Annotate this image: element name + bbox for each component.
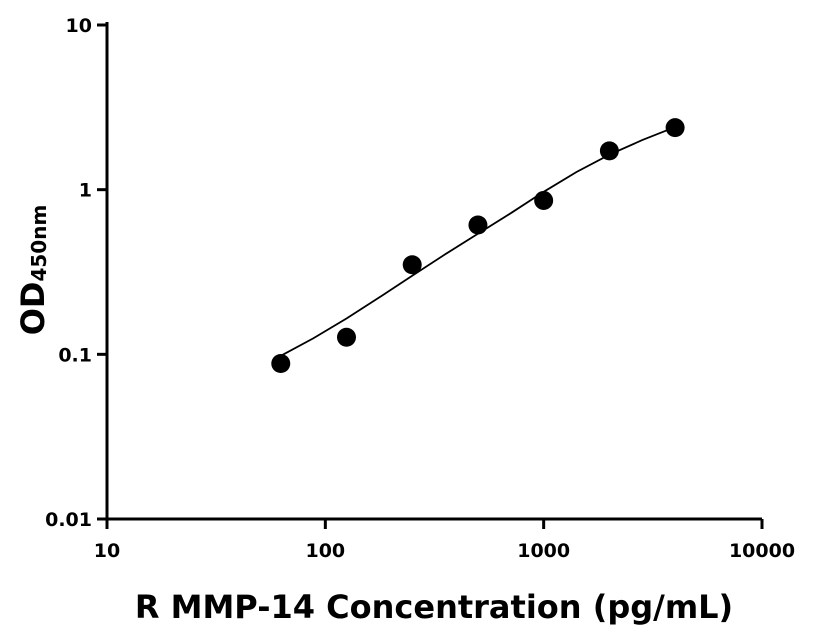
data-point — [271, 353, 291, 373]
y-tick-label: 1 — [79, 180, 92, 202]
tick-labels: 0.01 0.1 1 10 10 100 1000 10000 — [45, 15, 795, 562]
x-tick-label: 1000 — [517, 540, 570, 562]
y-tick-label: 0.1 — [58, 344, 92, 366]
x-axis-title: R MMP-14 Concentration (pg/mL) — [135, 588, 733, 626]
y-axis-title-main: OD — [14, 282, 52, 336]
ticks — [97, 23, 764, 529]
data-points — [271, 118, 685, 373]
data-point — [599, 141, 619, 161]
x-tick-label: 10 — [94, 540, 120, 562]
data-point — [665, 118, 685, 138]
axes — [105, 22, 762, 521]
x-tick-label: 10000 — [729, 540, 795, 562]
data-point — [336, 327, 356, 347]
data-point — [534, 190, 554, 210]
y-tick-label: 0.01 — [45, 509, 92, 531]
fit-curve — [280, 126, 676, 357]
svg-text:OD450nm: OD450nm — [14, 205, 52, 336]
y-axis-title-subscript: 450nm — [27, 205, 51, 282]
data-point — [468, 215, 488, 235]
y-tick-label: 10 — [66, 15, 92, 37]
y-axis-title: OD450nm — [14, 205, 52, 336]
x-tick-label: 100 — [305, 540, 345, 562]
data-point — [402, 255, 422, 275]
